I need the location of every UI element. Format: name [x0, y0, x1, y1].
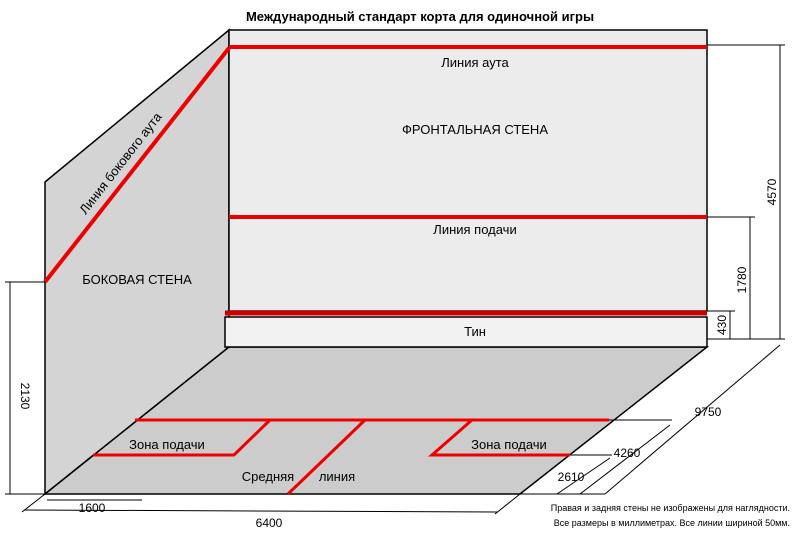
- note-line-2: Все размеры в миллиметрах. Все линии шир…: [554, 518, 790, 528]
- tin-board: [224, 316, 708, 348]
- dim-back-wall-height: 2130: [18, 383, 32, 410]
- front-wall: [228, 29, 708, 312]
- dim-front-height: 4570: [765, 178, 779, 205]
- diagram-title: Международный стандарт корта для одиночн…: [246, 9, 594, 24]
- tin-label: Тин: [464, 324, 486, 339]
- service-box-right-label: Зона подачи: [471, 437, 547, 452]
- dimension-lines: [5, 44, 785, 515]
- dim-court-width: 6400: [256, 516, 283, 530]
- service-box-left-label: Зона подачи: [129, 437, 205, 452]
- half-court-label-a: Средняя: [242, 469, 294, 484]
- dim-service-box-depth: 2610: [558, 470, 585, 484]
- out-line-label: Линия аута: [441, 55, 509, 70]
- half-court-label-b: линия: [319, 469, 355, 484]
- dim-service-box-width: 1600: [79, 501, 106, 515]
- side-wall-label: БОКОВАЯ СТЕНА: [82, 272, 192, 287]
- front-wall-label: ФРОНТАЛЬНАЯ СТЕНА: [402, 122, 548, 137]
- note-line-1: Правая и задняя стены не изображены для …: [551, 503, 790, 513]
- service-box-right: [428, 418, 570, 457]
- service-box-left: [93, 418, 272, 457]
- side-out-line: [43, 46, 231, 284]
- dim-court-length: 9750: [695, 405, 722, 419]
- dim-short-line: 4260: [614, 446, 641, 460]
- service-line-label: Линия подачи: [433, 222, 516, 237]
- half-court-line: [286, 418, 367, 496]
- dim-service-height: 1780: [735, 266, 749, 293]
- dim-tin-height: 430: [715, 315, 729, 335]
